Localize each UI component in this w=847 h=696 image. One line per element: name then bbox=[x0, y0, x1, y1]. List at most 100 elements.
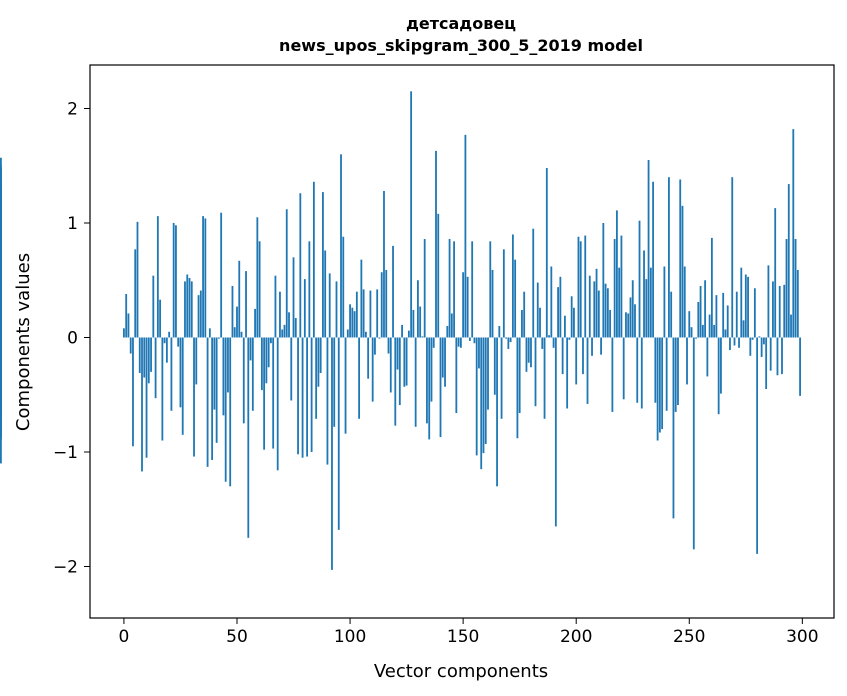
bar-293 bbox=[785, 239, 788, 338]
bar-271 bbox=[735, 291, 738, 338]
bar-288 bbox=[774, 208, 777, 338]
bar-239 bbox=[663, 266, 666, 338]
bar-270 bbox=[733, 337, 736, 346]
bar-241 bbox=[668, 177, 670, 338]
bar-95 bbox=[337, 337, 340, 530]
bar-227 bbox=[636, 337, 639, 403]
bar-139 bbox=[437, 213, 440, 338]
bar-254 bbox=[697, 302, 700, 338]
bar-122 bbox=[398, 337, 401, 406]
bar-89 bbox=[324, 250, 327, 338]
bar-226 bbox=[634, 304, 636, 338]
bar-211 bbox=[600, 337, 602, 355]
bar-127 bbox=[410, 91, 413, 338]
bar-294 bbox=[787, 184, 790, 338]
bar-93 bbox=[333, 337, 336, 427]
bar-27 bbox=[184, 281, 186, 338]
bar-196 bbox=[566, 337, 569, 409]
bar-37 bbox=[206, 337, 209, 467]
bar-295 bbox=[790, 314, 792, 338]
bar-48 bbox=[231, 285, 234, 338]
plot-frame bbox=[89, 64, 835, 619]
bar-41 bbox=[215, 337, 218, 443]
bar-85 bbox=[315, 337, 318, 419]
bar-242 bbox=[670, 291, 673, 338]
bar-203 bbox=[582, 337, 584, 375]
bar-168 bbox=[502, 249, 505, 338]
bar-243 bbox=[672, 337, 675, 519]
bar-272 bbox=[738, 337, 740, 348]
bar-266 bbox=[724, 329, 727, 338]
bar-189 bbox=[550, 266, 553, 338]
bar-8 bbox=[141, 337, 143, 472]
bar-90 bbox=[326, 337, 329, 465]
bar-130 bbox=[417, 280, 419, 338]
bar-15 bbox=[156, 216, 159, 338]
bar-176 bbox=[521, 310, 523, 338]
bar-212 bbox=[602, 223, 605, 338]
bar-268 bbox=[729, 337, 731, 351]
bar-186 bbox=[543, 337, 546, 419]
bar-236 bbox=[656, 337, 659, 441]
bar-179 bbox=[527, 337, 530, 363]
bar-245 bbox=[677, 337, 679, 406]
bar-224 bbox=[629, 297, 632, 338]
bar-81 bbox=[306, 337, 308, 457]
bar-49 bbox=[233, 327, 236, 338]
bar-129 bbox=[414, 337, 417, 427]
bar-18 bbox=[163, 337, 166, 344]
bar-68 bbox=[276, 337, 279, 471]
bar-88 bbox=[322, 192, 324, 338]
bar-148 bbox=[457, 337, 460, 347]
bar-1 bbox=[125, 293, 128, 338]
bar-206 bbox=[588, 275, 591, 338]
bar-69 bbox=[279, 291, 281, 338]
bar-98 bbox=[344, 337, 347, 434]
bar-279 bbox=[753, 288, 756, 338]
bar-50 bbox=[236, 306, 238, 338]
bar-238 bbox=[661, 337, 664, 430]
bar-188 bbox=[548, 335, 550, 338]
bar-2 bbox=[127, 313, 130, 338]
bar-5 bbox=[134, 249, 137, 338]
bar-282 bbox=[760, 337, 763, 357]
bar-235 bbox=[654, 337, 657, 403]
bar-115 bbox=[383, 190, 385, 338]
bar-133 bbox=[423, 239, 426, 338]
bar-163 bbox=[491, 269, 494, 338]
bar-262 bbox=[715, 295, 718, 338]
bar-57 bbox=[251, 337, 254, 411]
bar-147 bbox=[455, 337, 458, 414]
bar-207 bbox=[591, 337, 593, 356]
x-tick-label: 300 bbox=[786, 627, 818, 647]
bar-195 bbox=[563, 315, 566, 338]
bar-275 bbox=[744, 274, 747, 338]
bar-198 bbox=[570, 296, 573, 338]
bar-165 bbox=[496, 337, 498, 487]
bar-73 bbox=[288, 312, 290, 338]
bar-210 bbox=[597, 290, 600, 338]
bar-114 bbox=[380, 272, 383, 338]
bar-3 bbox=[129, 337, 132, 354]
bar-159 bbox=[482, 337, 485, 454]
bar-94 bbox=[335, 281, 338, 338]
bar-131 bbox=[419, 306, 422, 338]
y-tick-label: 2 bbox=[67, 100, 78, 120]
bar-221 bbox=[622, 337, 625, 400]
x-axis-label: Vector components bbox=[374, 661, 548, 682]
bar-47 bbox=[229, 337, 232, 487]
bar-184 bbox=[539, 307, 541, 338]
bar-106 bbox=[362, 289, 365, 338]
bar-43 bbox=[220, 212, 223, 338]
bar-178 bbox=[525, 337, 528, 372]
bar-60 bbox=[258, 241, 261, 338]
bar-54 bbox=[245, 271, 247, 338]
bar-220 bbox=[620, 235, 623, 338]
bar-96 bbox=[340, 154, 342, 338]
bar-181 bbox=[532, 228, 535, 338]
bar-16 bbox=[159, 299, 162, 338]
bar-278 bbox=[751, 337, 754, 340]
bar-213 bbox=[604, 283, 607, 338]
bar-42 bbox=[218, 337, 220, 339]
bar-152 bbox=[466, 276, 469, 338]
